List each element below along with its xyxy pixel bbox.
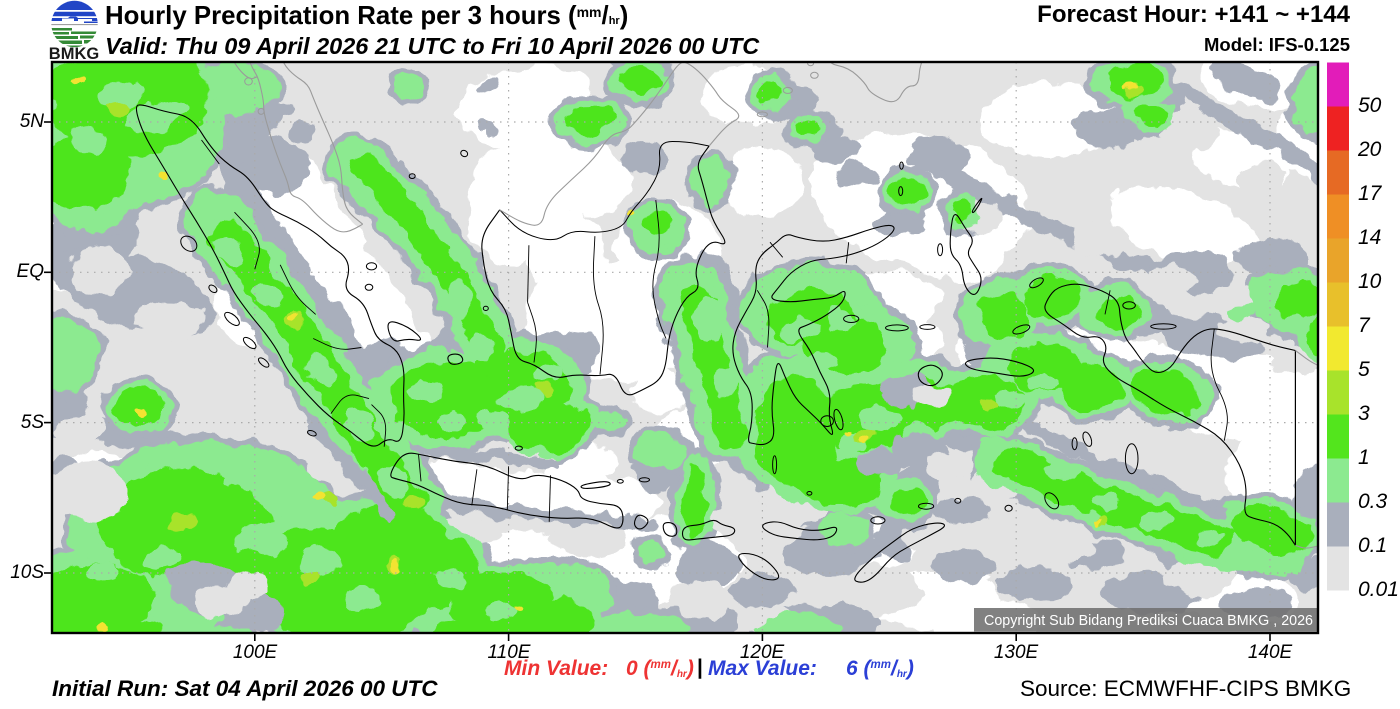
svg-text:Copyright Sub Bidang Prediksi: Copyright Sub Bidang Prediksi Cuaca BMKG… <box>984 613 1313 629</box>
